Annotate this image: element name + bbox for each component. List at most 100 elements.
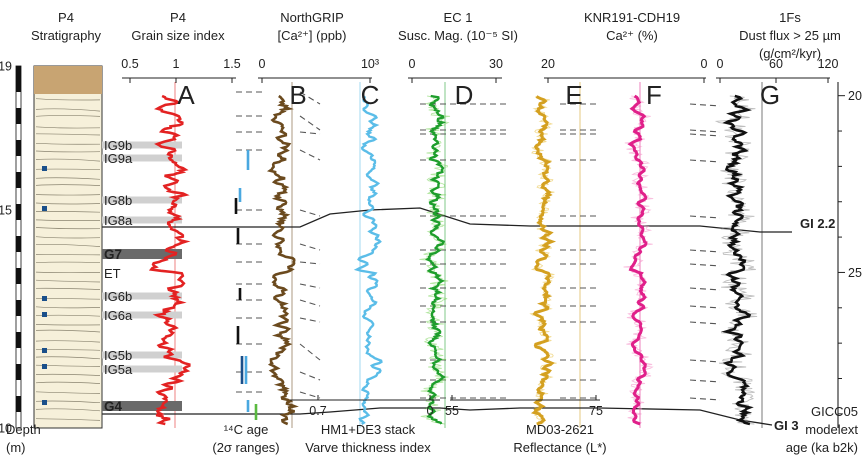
series-g-line (721, 94, 754, 426)
panel-f-header-line-2: Ca²⁺ (%) (606, 28, 658, 43)
series-d-line (424, 94, 447, 425)
unit-band-g4 (102, 401, 182, 411)
series-f-raw-line (623, 95, 654, 425)
correlation-dashed-line-13 (236, 391, 721, 401)
stratigraphy-lamina (35, 202, 101, 205)
correlation-dashed-line-4 (236, 149, 721, 163)
stratigraphy-column (15, 65, 182, 429)
panel-e-footer-line-2: Reflectance (L*) (513, 440, 606, 455)
panel-f-header-line-1: KNR191-CDH19 (584, 10, 680, 25)
series-a-line (148, 94, 191, 426)
radiocarbon-age-ranges (234, 150, 258, 420)
depth-axis-label-line-2: (m) (6, 440, 26, 455)
panel-c-bottom-tick-label: 0 (427, 404, 434, 418)
depth-scale-segment (16, 268, 21, 284)
stratigraphy-marker (42, 206, 47, 211)
stratigraphy-lamina (35, 279, 101, 283)
radiocarbon-label-line-2: (2σ ranges) (212, 440, 279, 455)
stratigraphy-lamina (35, 349, 101, 351)
panel-a-tick-label-1: 1 (173, 57, 180, 71)
panel-letter-c: C (361, 80, 380, 110)
panel-d-header-line-1: EC 1 (444, 10, 473, 25)
stratigraphy-lamina (35, 261, 101, 264)
stratigraphy-lamina (35, 98, 101, 101)
stratigraphy-marker (42, 348, 47, 353)
panel-d-tick-label-1: 30 (489, 57, 503, 71)
stratigraphy-marker (42, 312, 47, 317)
unit-label-g4: G4 (104, 399, 123, 414)
stratigraphy-marker (42, 364, 47, 369)
unit-label-ig5b: IG5b (104, 348, 132, 363)
stratigraphy-lamina (35, 168, 101, 171)
depth-scale-segment (16, 204, 21, 220)
correlation-dashed-line-5 (236, 209, 721, 219)
unit-label-ig6b: IG6b (104, 289, 132, 304)
panel-a-header-line-2: Grain size index (131, 28, 225, 43)
unit-band-ig8a (102, 216, 182, 224)
depth-scale-segment (16, 300, 21, 316)
unit-band-ig5b (102, 351, 182, 359)
correlation-line-gi-2-2 (102, 207, 792, 233)
unit-band-ig6a (102, 311, 182, 319)
stratigraphy-lamina (35, 236, 101, 239)
unit-band-ig9b (102, 141, 182, 149)
depth-scale-segment (16, 140, 21, 156)
panel-letter-g: G (760, 80, 780, 110)
labels: 191510IG9bIG9aIG8bIG8aG7ETIG6bIG6aIG5bIG… (0, 10, 862, 455)
correlation-dashed-line-2 (236, 115, 721, 133)
radiocarbon-label-line-1: ¹⁴C age (224, 422, 269, 437)
stratigraphy-lamina (35, 381, 101, 384)
stratigraphy-lamina (35, 400, 101, 404)
unit-band-g7 (102, 249, 182, 259)
stratigraphy-lamina (35, 329, 101, 333)
series-e-line (530, 95, 557, 426)
panel-letter-e: E (565, 80, 582, 110)
stratigraphy-lamina (35, 314, 101, 317)
panel-letter-f: F (646, 80, 662, 110)
stratigraphy-lamina (35, 244, 101, 247)
stratigraphy-lamina (35, 271, 101, 274)
panel-c-footer-line-2: Varve thickness index (305, 440, 431, 455)
depth-scale-segment (16, 236, 21, 252)
panel-g-header-line-2: Dust flux > 25 µm (739, 28, 841, 43)
stratigraphy-lamina (35, 364, 101, 367)
correlation-dashed-lines (236, 91, 721, 401)
reference-lines (174, 82, 763, 428)
stratigraphy-lamina (35, 158, 101, 162)
series-b-line (266, 94, 299, 426)
panel-b-bottom-tick-label: 0.7 (309, 404, 326, 418)
panel-g-header-line-1: 1Fs (779, 10, 801, 25)
panel-d-header-line-2: Susc. Mag. (10⁻⁵ SI) (398, 28, 518, 43)
panel-e-tick-label-0: 20 (541, 57, 555, 71)
series-c-line (353, 95, 383, 426)
unit-label-ig9a: IG9a (104, 151, 133, 166)
data-series (148, 94, 758, 426)
panel-a-tick-label-2: 1.5 (223, 57, 240, 71)
stratigraphy-lamina (35, 324, 101, 326)
correlation-dashed-line-1 (236, 91, 721, 107)
correlation-label-gi-2-2: GI 2.2 (800, 216, 835, 231)
stratigraphy-log (33, 65, 103, 429)
stratigraphy-lamina (35, 133, 101, 136)
panel-d-bottom-tick-label: 55 (445, 404, 459, 418)
stratigraphy-lamina (35, 306, 101, 309)
stratigraphy-lamina (35, 373, 101, 376)
stratigraphy-lamina (35, 142, 101, 145)
panel-g-tick-label-1: 60 (769, 57, 783, 71)
stratigraphy-soil-top (34, 66, 102, 94)
depth-scale-segment (16, 332, 21, 348)
depth-scale-segment (16, 172, 21, 188)
correlation-dashed-line-8 (236, 283, 721, 291)
correlation-dashed-line-3 (236, 131, 721, 137)
depth-tick-label-19: 19 (0, 60, 12, 74)
stratigraphy-header-line-2: Stratigraphy (31, 28, 102, 43)
stratigraphy-lamina (35, 115, 101, 117)
depth-tick-label-10: 10 (0, 422, 12, 436)
depth-scale-segment (16, 396, 21, 412)
unit-band-ig6b (102, 292, 182, 300)
stratigraphy-lamina (35, 340, 101, 343)
correlation-label-gi-3: GI 3 (774, 418, 799, 433)
unit-label-ig6a: IG6a (104, 308, 133, 323)
depth-scale-segment (16, 364, 21, 380)
stratigraphy-lamina (35, 418, 101, 421)
